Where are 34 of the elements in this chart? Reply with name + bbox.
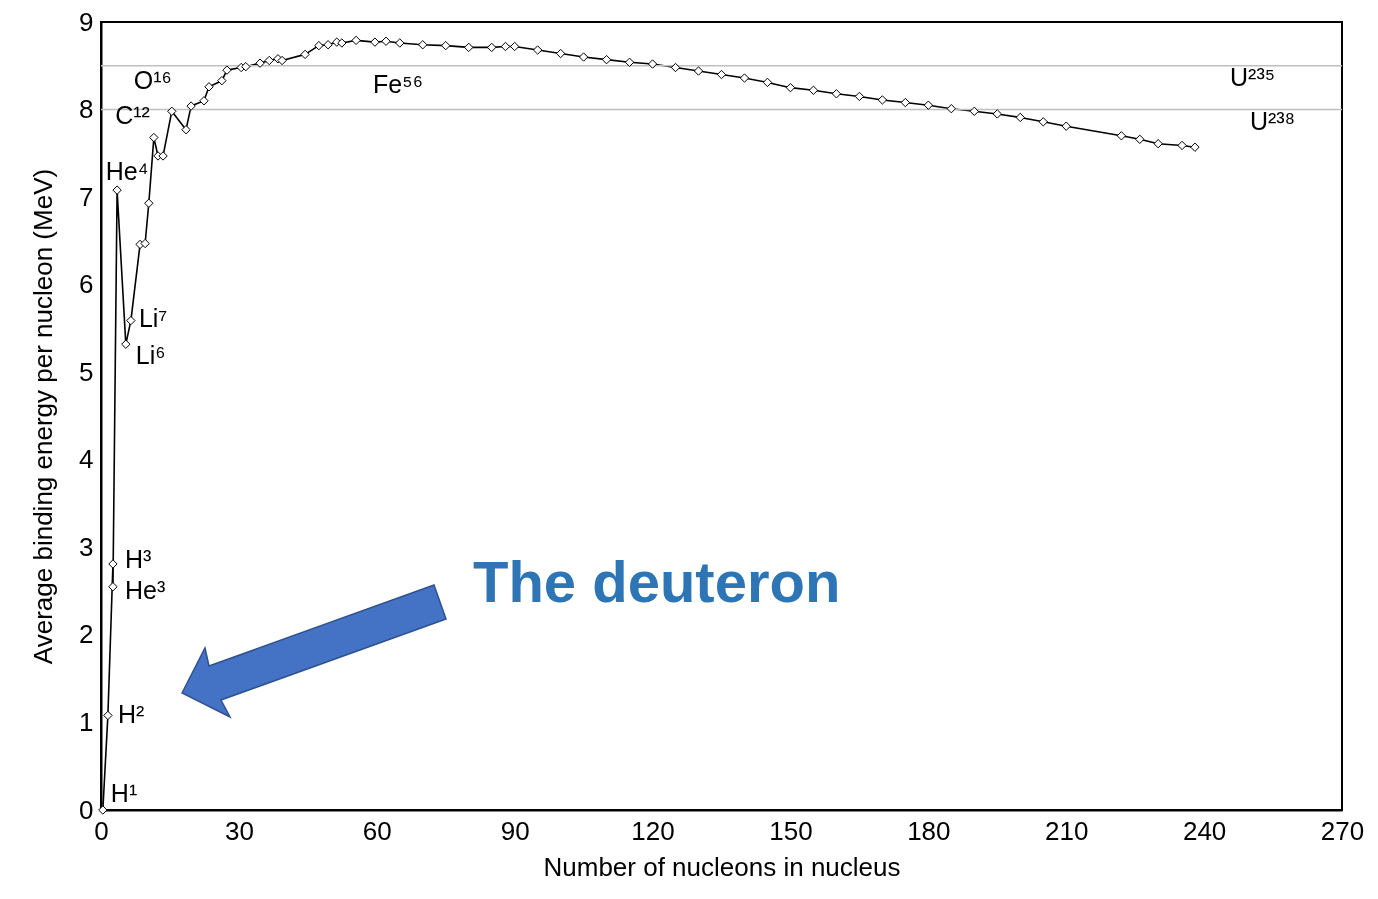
y-tick-label: 1 [79,706,94,737]
annotation: C¹² [115,100,150,129]
y-tick-label: 8 [79,94,94,125]
y-tick-label: 5 [79,356,94,387]
y-tick-label: 4 [79,444,94,475]
x-tick-label: 180 [907,815,951,846]
x-tick-label: 270 [1320,815,1365,846]
annotation: Li⁶ [135,341,166,370]
x-axis-title: Number of nucleons in nucleus [543,851,901,882]
annotation: U²³⁵ [1230,63,1276,92]
y-tick-label: 6 [79,269,94,300]
y-tick-label: 9 [79,6,94,37]
annotation: He³ [124,575,166,604]
x-tick-label: 240 [1182,815,1227,846]
annotation: H¹ [110,779,138,807]
annotation: He⁴ [105,157,149,186]
x-tick-label: 30 [224,815,254,846]
x-tick-label: 60 [362,815,392,846]
x-tick-label: 150 [769,815,813,846]
annotation: H² [117,700,145,729]
x-tick-label: 120 [631,815,675,846]
annotation: O¹⁶ [133,66,172,95]
y-tick-label: 3 [79,531,94,562]
annotation: Fe⁵⁶ [373,70,423,99]
y-tick-label: 2 [79,619,94,650]
x-tick-label: 210 [1045,815,1089,846]
annotation: The deuteron [473,548,841,615]
y-tick-label: 0 [79,794,94,825]
annotation: Li⁷ [138,303,168,332]
annotation: U²³⁸ [1249,107,1296,136]
annotation: H³ [124,544,152,573]
y-axis-title: Average binding energy per nucleon (MeV) [28,168,59,665]
y-tick-label: 7 [79,181,94,212]
x-tick-label: 90 [500,815,530,846]
